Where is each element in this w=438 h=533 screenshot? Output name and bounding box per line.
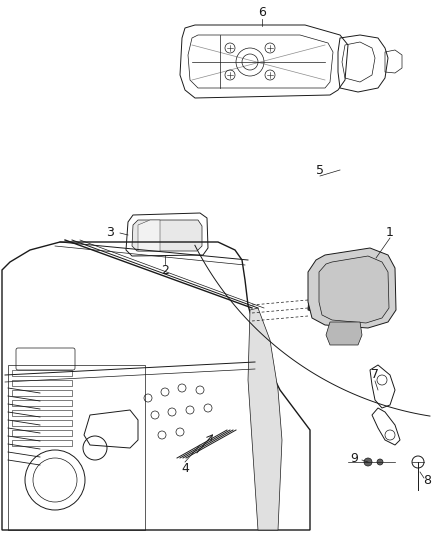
Bar: [12, 430, 72, 436]
Text: 1: 1: [386, 225, 394, 238]
Text: 7: 7: [371, 368, 379, 382]
Bar: [12, 380, 72, 386]
Bar: [12, 400, 72, 406]
Text: 8: 8: [423, 474, 431, 488]
Text: 4: 4: [181, 462, 189, 474]
Polygon shape: [248, 308, 282, 530]
Polygon shape: [326, 322, 362, 345]
Text: 9: 9: [350, 451, 358, 464]
Text: 2: 2: [161, 263, 169, 277]
Bar: [12, 370, 72, 376]
Bar: [12, 440, 72, 446]
Polygon shape: [319, 256, 389, 323]
Polygon shape: [138, 220, 160, 251]
Text: 3: 3: [106, 227, 114, 239]
Bar: [12, 390, 72, 396]
Polygon shape: [308, 272, 360, 318]
Circle shape: [377, 459, 383, 465]
Text: 6: 6: [258, 6, 266, 20]
Circle shape: [364, 458, 372, 466]
Polygon shape: [132, 220, 202, 251]
Bar: [12, 420, 72, 426]
Bar: [12, 410, 72, 416]
Polygon shape: [308, 248, 396, 328]
Text: 5: 5: [316, 164, 324, 176]
